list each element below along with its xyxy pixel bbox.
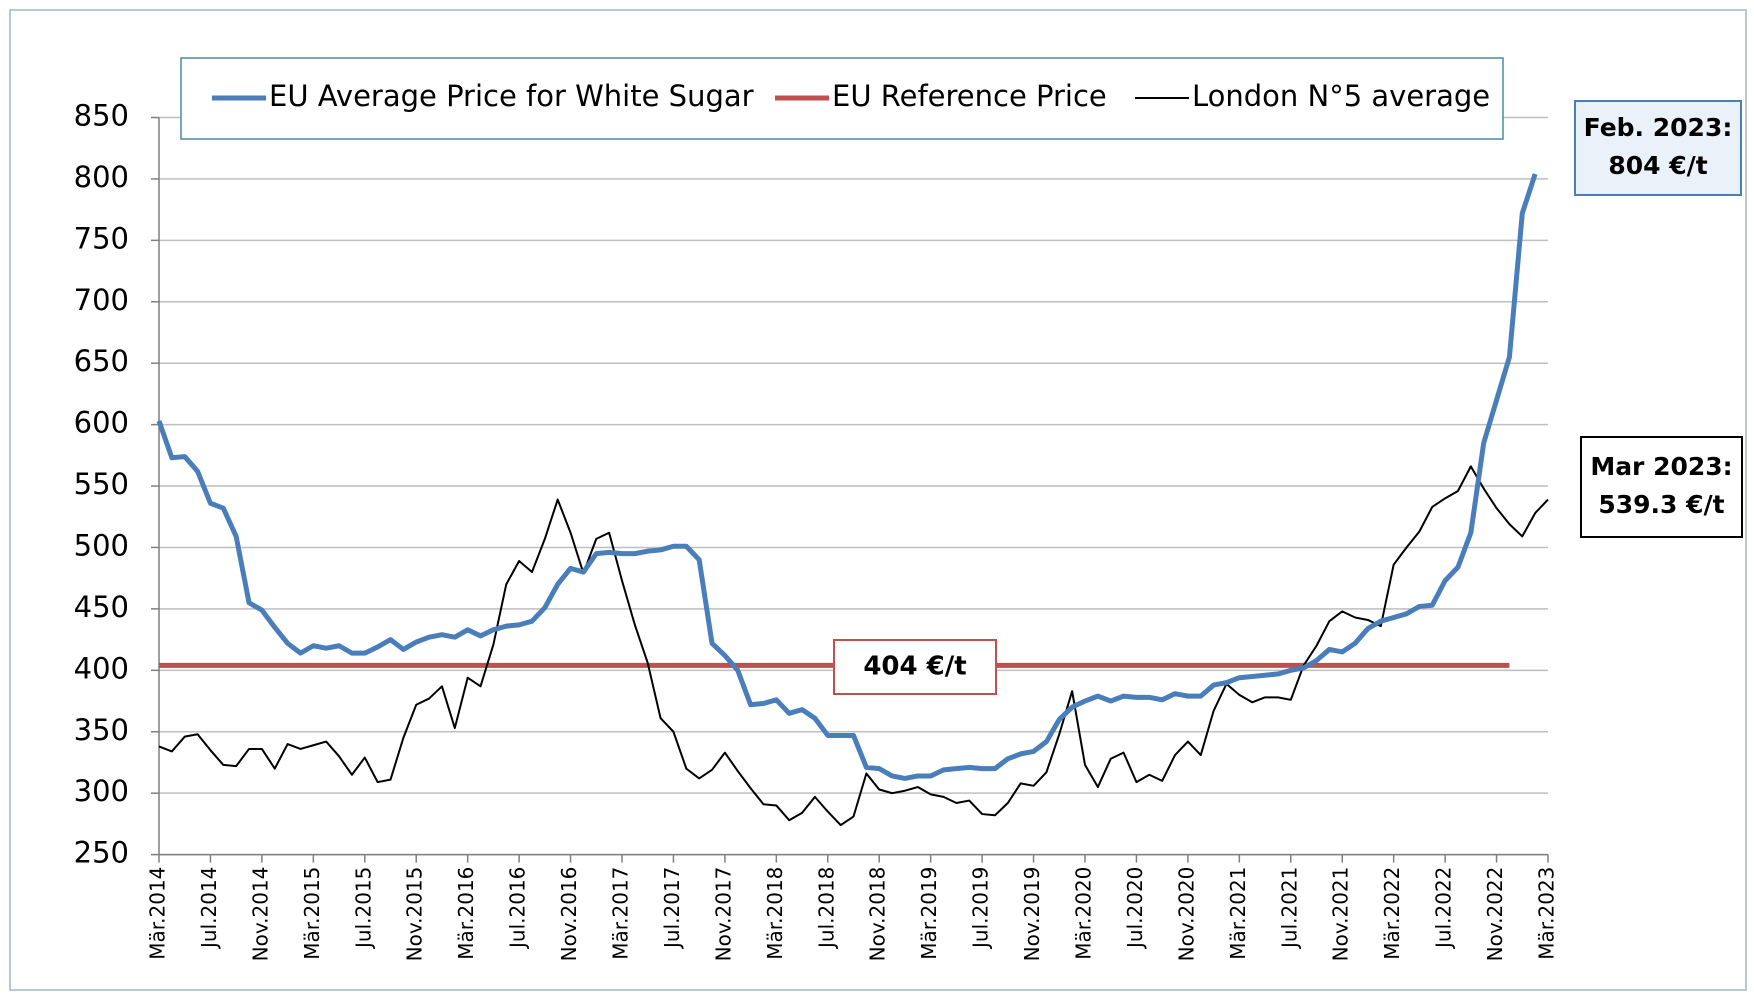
annotation-text: 404 €/t	[863, 652, 966, 682]
y-tick-label: 700	[74, 283, 129, 317]
annotation-box	[833, 639, 997, 695]
x-tick-label: Nov.2022	[1483, 867, 1507, 962]
annotation-text: Mar 2023:	[1590, 452, 1732, 481]
x-tick-label: Mär.2023	[1535, 867, 1559, 960]
x-tick-label: Jul.2021	[1277, 867, 1301, 950]
y-tick-label: 450	[74, 590, 129, 624]
series-line	[156, 173, 1538, 781]
y-tick-label: 800	[74, 160, 129, 194]
x-tick-label: Mär.2016	[454, 867, 478, 960]
x-tick-label: Nov.2020	[1174, 867, 1198, 962]
y-tick-label: 400	[74, 651, 129, 685]
annotation-box	[1574, 100, 1742, 196]
x-tick-label: Nov.2018	[866, 867, 890, 962]
annotation-box	[1580, 436, 1743, 538]
x-tick-label: Jul.2020	[1123, 867, 1147, 950]
x-tick-label: Jul.2017	[660, 867, 684, 950]
x-tick-label: Mär.2015	[300, 867, 324, 960]
y-tick-label: 600	[74, 406, 129, 440]
annotation-text: 804 €/t	[1608, 151, 1707, 180]
x-tick-label: Mär.2014	[146, 867, 170, 960]
x-tick-label: Nov.2016	[557, 867, 581, 962]
x-tick-label: Mär.2022	[1380, 867, 1404, 960]
x-tick-label: Jul.2018	[814, 867, 838, 950]
y-tick-label: 300	[74, 774, 129, 808]
annotation-text: 539.3 €/t	[1598, 490, 1724, 519]
legend-label: EU Reference Price	[832, 79, 1107, 113]
y-tick-label: 650	[74, 344, 129, 378]
x-tick-label: Jul.2014	[197, 867, 221, 950]
x-tick-label: Nov.2017	[711, 867, 735, 962]
x-tick-label: Mär.2019	[917, 867, 941, 960]
x-tick-label: Nov.2021	[1329, 867, 1353, 962]
chart-frame	[9, 9, 1747, 991]
x-tick-label: Mär.2018	[763, 867, 787, 960]
annotation-text: Feb. 2023:	[1584, 113, 1733, 142]
x-tick-label: Mär.2020	[1072, 867, 1096, 960]
x-tick-label: Jul.2022	[1432, 867, 1456, 950]
series-line	[158, 465, 1549, 827]
x-tick-label: Nov.2014	[248, 867, 272, 962]
y-tick-label: 350	[74, 713, 129, 747]
y-tick-label: 550	[74, 467, 129, 501]
y-tick-label: 750	[74, 221, 129, 255]
y-tick-label: 500	[74, 528, 129, 562]
x-tick-label: Jul.2019	[969, 867, 993, 950]
legend-box	[180, 57, 1504, 140]
x-tick-label: Jul.2016	[506, 867, 530, 950]
x-tick-label: Nov.2019	[1020, 867, 1044, 962]
y-tick-label: 250	[74, 836, 129, 870]
x-tick-label: Mär.2021	[1226, 867, 1250, 960]
y-tick-label: 850	[74, 99, 129, 133]
x-tick-label: Mär.2017	[609, 867, 633, 960]
x-tick-label: Jul.2015	[351, 867, 375, 950]
legend-label: EU Average Price for White Sugar	[269, 79, 754, 113]
legend-label: London N°5 average	[1192, 79, 1490, 113]
x-tick-label: Nov.2015	[403, 867, 427, 962]
